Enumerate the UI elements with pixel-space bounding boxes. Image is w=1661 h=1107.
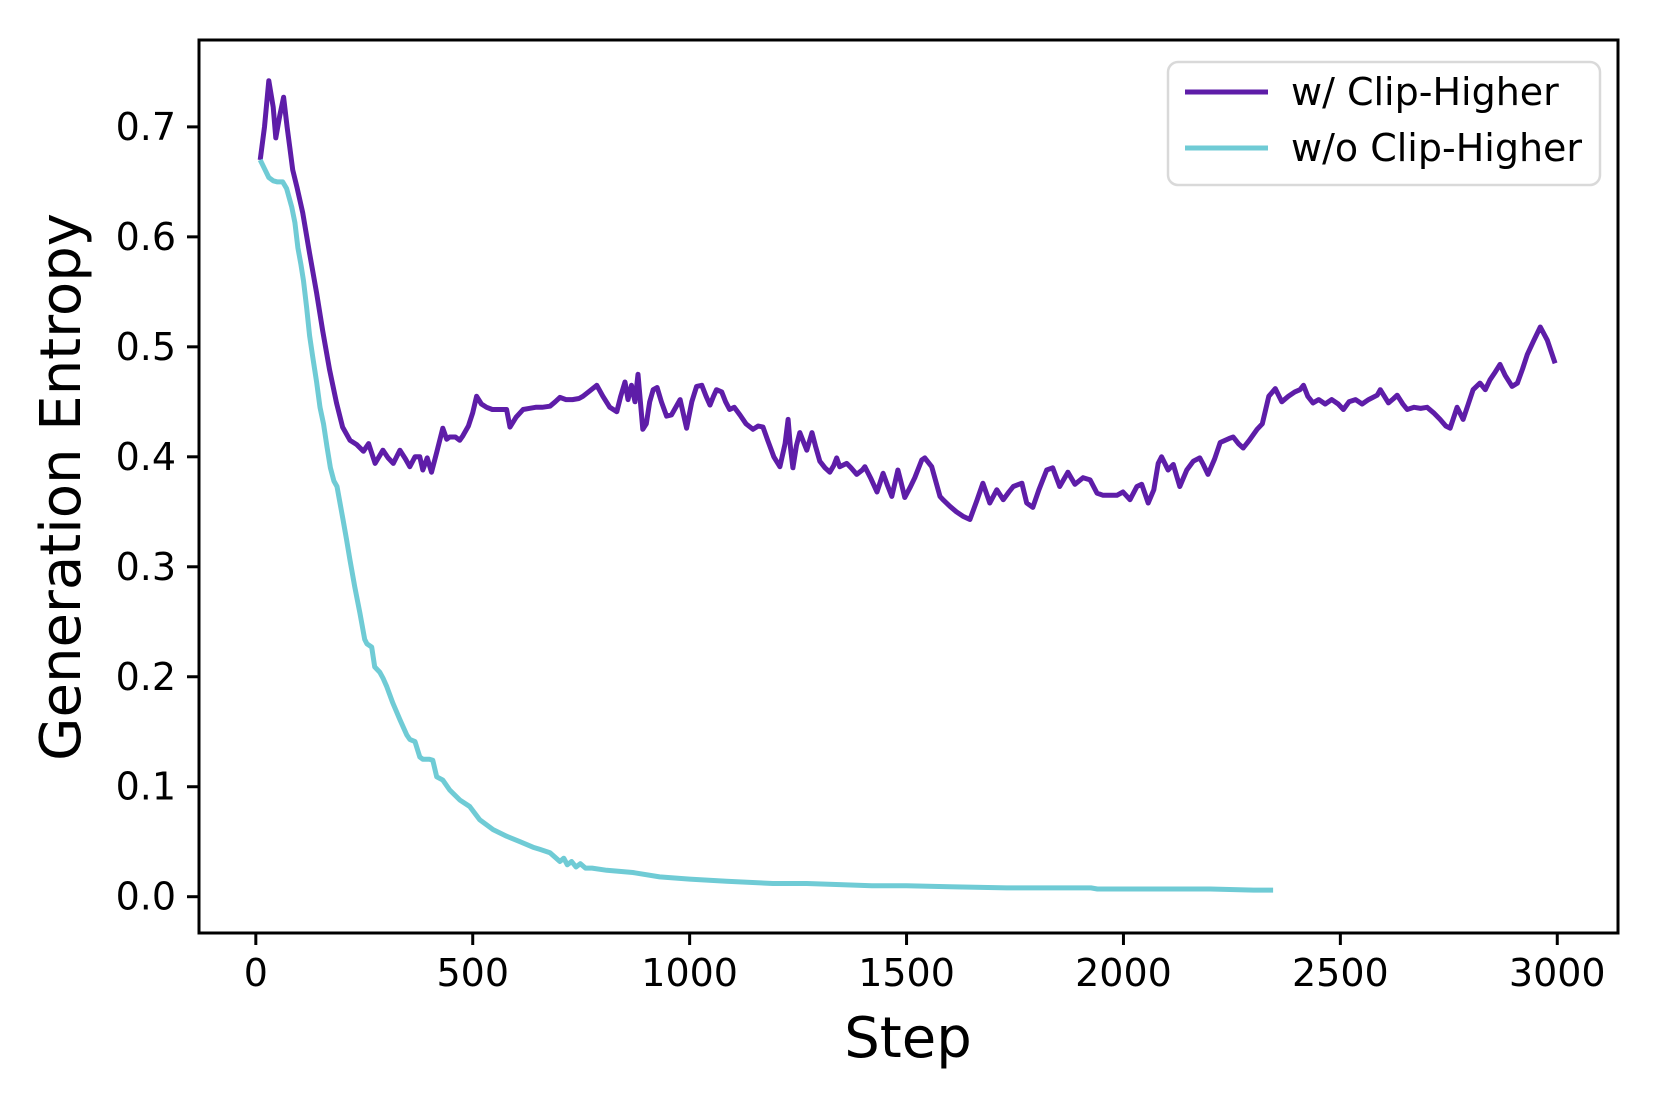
legend-entry-w-clip-higher: w/ Clip-Higher [1185, 70, 1559, 114]
y-tick-label: 0.4 [116, 435, 176, 479]
x-tick-label: 1000 [641, 951, 738, 995]
legend-label-w-clip-higher: w/ Clip-Higher [1291, 70, 1559, 114]
x-tick-label: 3000 [1509, 951, 1606, 995]
legend: w/ Clip-Higher w/o Clip-Higher [1166, 60, 1602, 187]
y-tick-label: 0.2 [116, 655, 176, 699]
ticks-layer: 0 500 1000 1500 2000 2500 3000 0.0 0.1 0.2 0.3 0.4 0… [116, 105, 1606, 995]
y-tick-label: 0.5 [116, 325, 176, 369]
legend-box [1166, 60, 1602, 187]
y-tick-label: 0.1 [116, 765, 176, 809]
series-line-0 [257, 78, 1558, 522]
x-tick-label: 0 [244, 951, 268, 995]
y-tick-label: 0.3 [116, 545, 176, 589]
x-tick-label: 1500 [858, 951, 955, 995]
y-tick-label: 0.7 [116, 105, 176, 149]
axes-frame [197, 38, 1620, 935]
x-tick-label: 2500 [1292, 951, 1389, 995]
x-tick-label: 2000 [1075, 951, 1172, 995]
y-axis-label: Generation Entropy [29, 213, 94, 761]
legend-label-wo-clip-higher: w/o Clip-Higher [1291, 126, 1582, 170]
x-axis-label: Step [844, 1006, 972, 1071]
series-layer [257, 78, 1558, 893]
y-tick-label: 0.6 [116, 215, 176, 259]
x-tick-label: 500 [436, 951, 509, 995]
series-line-1 [257, 158, 1274, 893]
y-tick-label: 0.0 [116, 875, 176, 919]
legend-entry-wo-clip-higher: w/o Clip-Higher [1185, 126, 1582, 170]
